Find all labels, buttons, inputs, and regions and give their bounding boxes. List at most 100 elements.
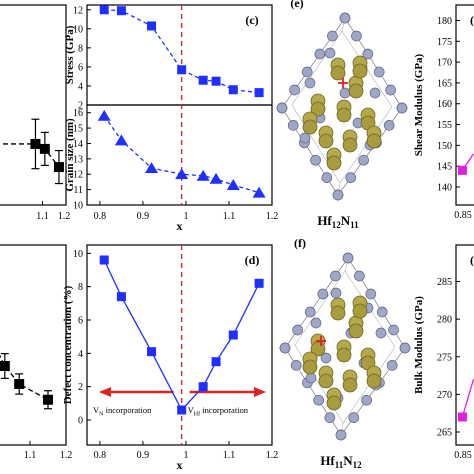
x-tick-label: 1.2 [58,211,71,222]
x-axis-label: x [177,219,183,233]
y-tick-label: 150 [437,141,452,152]
nitrogen-atom [321,172,333,183]
nitrogen-atom [373,66,385,78]
nitrogen-atom [351,30,362,42]
nitrogen-atom [376,306,388,318]
y-tick-label: 14 [73,139,83,150]
x-tick-label: 1 [183,450,188,461]
y-tick-label: 13 [73,154,83,165]
x-tick-label: 1.1 [24,450,37,461]
data-point-grain [252,186,266,198]
axes-frame-stress [86,4,273,106]
y-tick-label: 165 [437,78,452,89]
y-tick-label: 275 [437,352,452,363]
y-tick-label: 12 [73,5,83,16]
y-tick-label: 10 [73,249,83,260]
hafnium-atom [352,63,368,79]
data-point-grain [226,179,240,190]
nitrogen-atom [342,252,354,264]
hafnium-atom [342,137,358,153]
nitrogen-atom [310,317,322,329]
y-tick-label: 15 [73,124,83,135]
x-tick-label: 1 [183,211,188,222]
x-tick-label: 0.85 [454,210,472,221]
series-line-h [461,379,474,418]
y-axis-label: Defect concentration (%) [62,285,74,404]
nitrogen-atom [290,360,302,371]
y-tick-label: 265 [437,428,452,439]
hafnium-atom [348,323,364,339]
hafnium-atom [330,65,346,81]
nitrogen-atom [287,120,299,131]
hafnium-atom [310,101,326,117]
data-point [0,361,10,371]
panel-label: (h [470,253,474,267]
nitrogen-atom [362,48,374,60]
y-tick-label: 155 [437,120,452,131]
series-line-left-top [0,143,60,168]
x-tick-label: 1.2 [266,211,279,222]
hafnium-atom [366,133,382,149]
annotation-main: V [93,405,100,415]
data-point-g [457,165,467,175]
axes-frame-h [455,244,474,446]
data-point-defect [254,278,264,288]
data-point-stress [228,85,238,95]
hafnium-atom [326,155,342,171]
data-point-stress [177,65,187,75]
nitrogen-atom [324,47,336,59]
x-tick-label: 1.2 [266,450,279,461]
panel-label: (d) [245,253,260,267]
y-tick-label: 0 [78,416,83,427]
series-line-grain [103,115,260,194]
y-axis-label: Stress (GPa) [64,25,76,84]
hafnium-atom [348,83,364,99]
hafnium-atom [342,377,358,393]
y-tick-label: 10 [73,24,83,35]
y-axis-label: Grain size (nm) [64,118,76,192]
hafnium-atom [302,359,318,375]
y-tick-label: 8 [78,282,83,293]
hafnium-atom [352,303,368,319]
structure-formula: Hf11N12 [320,453,362,470]
data-point-defect [147,347,157,357]
hafnium-atom [326,395,342,411]
nitrogen-atom [358,154,369,166]
nitrogen-atom [310,154,321,166]
annotation-vn: VN incorporation [93,405,152,418]
x-tick-label: 0.8 [94,211,107,222]
x-tick-label: 0.9 [137,450,150,461]
hafnium-atom [302,119,318,135]
panel-label: (f) [294,236,306,250]
nitrogen-atom [399,342,411,354]
nitrogen-atom [301,66,313,78]
y-tick-label: 10 [73,201,83,212]
series-line-left-bottom [0,354,49,401]
data-point-defect [116,292,126,302]
y-tick-label: 270 [437,390,452,401]
y-tick-label: 2 [78,382,83,393]
y-tick-label: 6 [78,316,83,327]
x-axis-label: x [177,458,183,472]
axes-frame-left-bottom [0,244,67,446]
data-point-defect [198,382,208,392]
nitrogen-atom [354,270,365,282]
nitrogen-atom [375,327,387,339]
nitrogen-atom [385,84,396,96]
x-tick-label: 1.1 [223,211,236,222]
data-point-grain [209,172,223,184]
y-tick-label: 12 [73,170,83,181]
y-tick-label: 2 [78,101,83,112]
data-point-stress [99,5,109,15]
annotation-sub: Hf [194,411,200,418]
annotation-vhf: VHf incorporation [188,405,249,418]
panel-label: (e) [290,0,303,10]
axes-frame-grain [86,104,273,206]
structures-layer [276,12,411,441]
left-arrow-head [99,387,111,397]
x-tick-label: 0.8 [94,450,107,461]
nitrogen-atom [324,412,336,423]
nitrogen-atom [369,87,381,99]
